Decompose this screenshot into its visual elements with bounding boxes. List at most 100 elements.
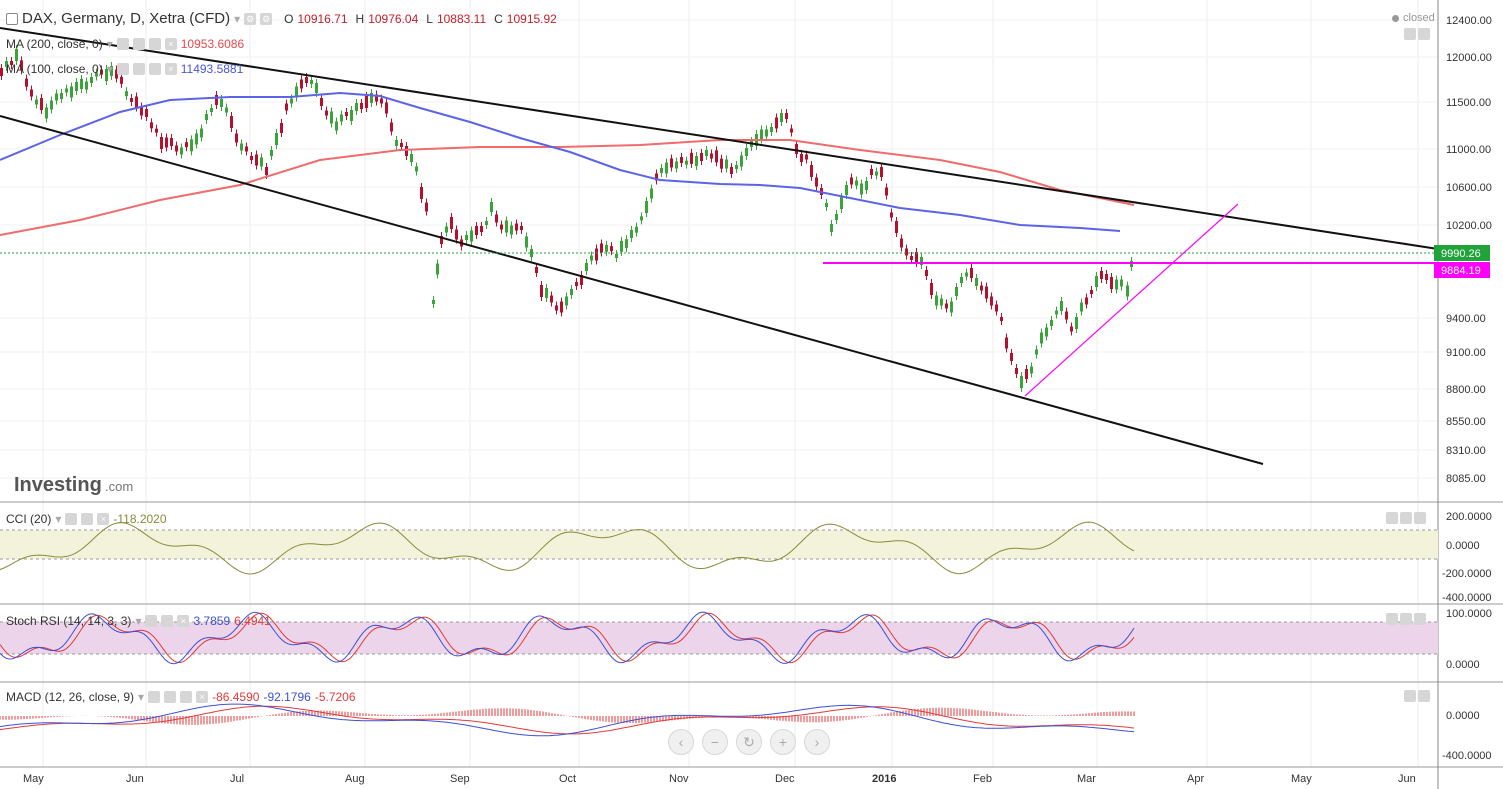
candle-body bbox=[40, 98, 43, 110]
candle-body bbox=[1080, 302, 1083, 312]
candle-body bbox=[1120, 279, 1123, 287]
close-icon[interactable]: × bbox=[97, 513, 110, 525]
candle-body bbox=[730, 167, 733, 174]
candle-body bbox=[505, 220, 508, 233]
chevron-down-icon[interactable]: ▾ bbox=[135, 614, 142, 628]
close-icon[interactable]: × bbox=[164, 63, 177, 75]
candle-body bbox=[860, 183, 863, 195]
settings-icon[interactable] bbox=[148, 38, 161, 50]
close-icon[interactable]: × bbox=[196, 691, 209, 703]
move-up-icon[interactable] bbox=[1386, 512, 1398, 524]
settings-icon[interactable] bbox=[116, 38, 129, 50]
ma200-value: 10953.6086 bbox=[180, 37, 245, 51]
stoch-k-line bbox=[0, 611, 1135, 665]
candle-body bbox=[135, 96, 138, 108]
candle-body bbox=[895, 221, 898, 233]
candle-body bbox=[760, 129, 763, 140]
settings-icon[interactable] bbox=[132, 63, 145, 75]
ohlc-key: L bbox=[426, 11, 433, 26]
stoch-tick: 100.0000 bbox=[1446, 608, 1492, 620]
candle-body bbox=[365, 96, 368, 108]
settings-icon[interactable] bbox=[116, 63, 129, 75]
close-pane-icon[interactable] bbox=[1418, 690, 1430, 702]
candle-body bbox=[1070, 326, 1073, 332]
candle-body bbox=[150, 122, 153, 129]
macd-header[interactable]: MACD (12, 26, close, 9) ▾ × -86.4590 -92… bbox=[6, 690, 356, 704]
candle-body bbox=[920, 257, 923, 265]
settings-icon[interactable] bbox=[148, 63, 161, 75]
collapse-icon[interactable] bbox=[6, 12, 18, 25]
candle-body bbox=[845, 185, 848, 195]
chevron-down-icon[interactable]: ▾ bbox=[234, 11, 241, 26]
stoch-header[interactable]: Stoch RSI (14, 14, 3, 3) ▾ × 3.7859 6.49… bbox=[6, 614, 271, 628]
settings-icon[interactable] bbox=[164, 691, 177, 703]
cci-header[interactable]: CCI (20) ▾ × -118.2020 bbox=[6, 512, 167, 526]
settings-icon[interactable] bbox=[161, 615, 174, 627]
time-tick: Jun bbox=[1398, 773, 1416, 785]
candle-body bbox=[10, 61, 13, 65]
candle-body bbox=[500, 224, 503, 230]
move-up-icon[interactable] bbox=[1404, 690, 1416, 702]
candle-body bbox=[580, 275, 583, 285]
reset-icon[interactable]: ↻ bbox=[736, 729, 762, 755]
close-pane-icon[interactable] bbox=[1414, 512, 1426, 524]
ma200-header[interactable]: MA (200, close, 0) ▾ × 10953.6086 bbox=[6, 37, 244, 51]
settings-icon[interactable]: ⚙ bbox=[260, 12, 273, 25]
candle-body bbox=[680, 157, 683, 163]
candle-body bbox=[530, 249, 533, 257]
macd-value: -86.4590 bbox=[212, 690, 260, 704]
chevron-down-icon[interactable]: ▾ bbox=[138, 690, 145, 704]
stoch-tick: 0.0000 bbox=[1446, 659, 1480, 671]
close-pane-icon[interactable] bbox=[1414, 613, 1426, 625]
settings-icon[interactable] bbox=[180, 691, 193, 703]
zoom-in-icon[interactable]: + bbox=[770, 729, 796, 755]
candle-body bbox=[650, 188, 653, 199]
candle-body bbox=[205, 114, 208, 120]
candle-body bbox=[645, 201, 648, 213]
candle-body bbox=[95, 72, 98, 77]
time-tick: Jun bbox=[126, 773, 144, 785]
ma200-line bbox=[0, 139, 1135, 236]
chevron-left-icon[interactable]: ‹ bbox=[668, 729, 694, 755]
candle-body bbox=[1065, 311, 1068, 320]
move-down-icon[interactable] bbox=[1400, 512, 1412, 524]
zoom-out-icon[interactable]: − bbox=[702, 729, 728, 755]
candle-body bbox=[790, 128, 793, 133]
close-icon[interactable]: × bbox=[177, 615, 190, 627]
move-down-icon[interactable] bbox=[1418, 28, 1430, 40]
move-up-icon[interactable] bbox=[1386, 613, 1398, 625]
candle-body bbox=[285, 103, 288, 111]
settings-icon[interactable] bbox=[65, 513, 78, 525]
candle-body bbox=[120, 76, 123, 84]
time-tick: May bbox=[23, 773, 44, 785]
cci-band bbox=[0, 530, 1438, 559]
candle-body bbox=[945, 303, 948, 309]
candle-body bbox=[345, 112, 348, 116]
candle-body bbox=[220, 99, 223, 107]
candle-body bbox=[110, 66, 113, 76]
settings-icon[interactable]: ⚙ bbox=[244, 12, 257, 25]
candle-body bbox=[190, 139, 193, 152]
chevron-down-icon[interactable]: ▾ bbox=[55, 512, 62, 526]
candle-body bbox=[825, 203, 828, 207]
move-up-icon[interactable] bbox=[1404, 28, 1416, 40]
candle-body bbox=[670, 158, 673, 168]
candle-body bbox=[340, 114, 343, 122]
settings-icon[interactable] bbox=[145, 615, 158, 627]
settings-icon[interactable] bbox=[81, 513, 94, 525]
chevron-right-icon[interactable]: › bbox=[804, 729, 830, 755]
time-tick: May bbox=[1291, 773, 1312, 785]
settings-icon[interactable] bbox=[132, 38, 145, 50]
symbol-title[interactable]: DAX, Germany, D, Xetra (CFD) bbox=[22, 10, 231, 27]
close-icon[interactable]: × bbox=[164, 38, 177, 50]
candle-body bbox=[715, 150, 718, 163]
chevron-down-icon[interactable]: ▾ bbox=[106, 62, 113, 76]
macd-pane-controls bbox=[1404, 690, 1430, 702]
candle-body bbox=[490, 202, 493, 212]
move-down-icon[interactable] bbox=[1400, 613, 1412, 625]
chevron-down-icon[interactable]: ▾ bbox=[106, 37, 113, 51]
ma100-header[interactable]: MA (100, close, 0) ▾ × 11493.5881 bbox=[6, 62, 243, 76]
settings-icon[interactable] bbox=[148, 691, 161, 703]
ma200-label: MA (200, close, 0) bbox=[6, 37, 103, 51]
